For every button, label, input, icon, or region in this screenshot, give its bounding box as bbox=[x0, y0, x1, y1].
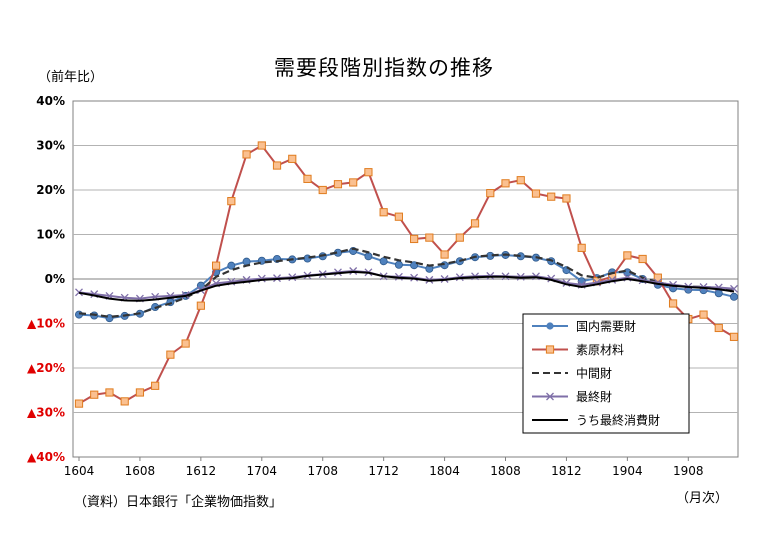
y-tick-label: 10% bbox=[36, 228, 65, 242]
series-line-5 bbox=[78, 270, 735, 302]
x-tick-label: 1608 bbox=[125, 464, 156, 478]
legend-label: 素原材料 bbox=[576, 343, 624, 357]
legend-label: 最終財 bbox=[576, 389, 612, 404]
data-point-square bbox=[410, 234, 419, 244]
legend-label: 中間財 bbox=[576, 366, 612, 381]
data-point-square bbox=[547, 192, 556, 201]
chart-title: 需要段階別指数の推移 bbox=[274, 56, 494, 80]
y-axis-unit-label: （前年比） bbox=[38, 70, 104, 85]
data-point-square bbox=[699, 310, 708, 319]
data-point-circle bbox=[303, 254, 312, 263]
legend-label: うち最終消費財 bbox=[576, 413, 660, 428]
data-point-circle bbox=[394, 260, 403, 269]
x-tick-label: 1604 bbox=[64, 464, 95, 478]
data-point-square bbox=[151, 381, 160, 390]
y-tick-label: ▲20% bbox=[27, 361, 65, 375]
data-point-square bbox=[379, 208, 388, 217]
x-tick-label: 1712 bbox=[368, 464, 399, 478]
data-point-square bbox=[242, 150, 251, 159]
data-point-square bbox=[577, 243, 586, 252]
data-point-square bbox=[272, 161, 282, 170]
data-point-square bbox=[394, 212, 403, 221]
data-point-square bbox=[135, 388, 145, 397]
data-point-square bbox=[470, 219, 480, 228]
data-point-circle bbox=[227, 261, 236, 270]
data-point-square bbox=[638, 254, 647, 264]
y-tick-label: ▲40% bbox=[27, 450, 65, 464]
data-point-square bbox=[440, 250, 449, 259]
data-point-square bbox=[227, 197, 236, 206]
legend-label: 国内需要財 bbox=[576, 319, 636, 334]
x-tick-label: 1708 bbox=[307, 464, 338, 478]
data-point-square bbox=[425, 233, 434, 242]
data-point-square bbox=[166, 350, 175, 359]
legend-box bbox=[522, 313, 690, 434]
data-point-square bbox=[562, 194, 571, 203]
y-tick-label: 40% bbox=[36, 94, 65, 108]
data-point-square bbox=[501, 179, 510, 188]
data-point-square bbox=[516, 176, 525, 185]
data-point-circle bbox=[730, 292, 739, 301]
x-tick-label: 1704 bbox=[247, 464, 278, 478]
data-point-square bbox=[74, 399, 84, 408]
data-point-square bbox=[288, 154, 297, 163]
data-point-square bbox=[318, 185, 327, 195]
data-point-square bbox=[714, 323, 723, 333]
data-point-square bbox=[531, 189, 541, 198]
data-point-square bbox=[349, 178, 358, 187]
y-tick-label: ▲10% bbox=[27, 317, 65, 331]
data-point-square bbox=[257, 141, 266, 150]
y-tick-label: 30% bbox=[36, 139, 65, 153]
y-tick-label: ▲30% bbox=[27, 406, 65, 420]
data-point-square bbox=[653, 273, 662, 282]
x-tick-label: 1808 bbox=[490, 464, 521, 478]
data-point-circle bbox=[379, 257, 388, 266]
data-point-square bbox=[729, 332, 739, 341]
data-point-square bbox=[196, 301, 205, 310]
x-tick-label: 1612 bbox=[186, 464, 217, 478]
data-point-square bbox=[90, 390, 99, 399]
y-tick-label: 0% bbox=[45, 272, 65, 286]
legend-marker-x bbox=[546, 392, 554, 401]
x-tick-label: 1812 bbox=[551, 464, 582, 478]
x-axis-unit-label: （月次） bbox=[676, 491, 729, 506]
data-point-square bbox=[668, 299, 678, 308]
legend-marker-square bbox=[545, 345, 555, 354]
data-point-square bbox=[303, 174, 312, 183]
series-line-3 bbox=[78, 247, 735, 318]
data-point-square bbox=[486, 189, 495, 198]
data-point-x bbox=[75, 288, 83, 297]
x-tick-label: 1908 bbox=[673, 464, 704, 478]
data-point-square bbox=[333, 180, 343, 189]
y-tick-label: 20% bbox=[36, 183, 65, 197]
data-point-square bbox=[211, 261, 221, 270]
source-note: （資料）日本銀行「企業物価指数」 bbox=[74, 495, 283, 510]
data-point-square bbox=[120, 397, 129, 406]
data-point-circle bbox=[364, 252, 373, 261]
x-tick-label: 1804 bbox=[429, 464, 460, 478]
data-point-square bbox=[105, 388, 114, 397]
data-point-square bbox=[455, 233, 464, 242]
data-point-square bbox=[181, 339, 190, 348]
data-point-square bbox=[623, 251, 632, 260]
data-point-square bbox=[364, 168, 373, 177]
legend-marker-circle bbox=[546, 322, 554, 330]
x-tick-label: 1904 bbox=[612, 464, 643, 478]
